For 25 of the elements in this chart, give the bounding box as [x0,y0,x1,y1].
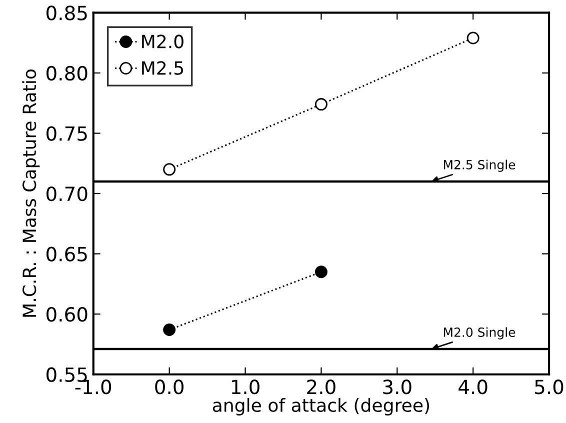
ref-line-label: M2.5 Single [444,160,516,172]
x-tick-label: -1.0 [75,380,112,394]
legend-label: M2.0 [142,34,184,48]
ref-line-label: M2.0 Single [444,327,516,340]
x-tick-label: 3.0 [383,380,412,394]
x-tick-label: 5.0 [535,380,564,394]
point [163,163,176,176]
y-tick-label: 0.80 [46,66,88,81]
y-tick-label: 0.85 [46,6,87,20]
x-tick-label: 2.0 [307,380,336,394]
x-tick-label: 0.0 [155,380,184,394]
point [163,324,176,336]
legend-label: M2.5 [142,61,184,75]
point [314,98,328,111]
y-tick-label: 0.65 [46,246,87,262]
y-axis-title: M.C.R. : Mass Capture Ratio [22,70,40,317]
y-tick-label: 0.70 [46,186,88,202]
y-tick-label: 0.55 [46,367,87,382]
y-tick-label: 0.60 [46,307,88,322]
y-tick-label: 0.75 [46,126,87,141]
x-axis-title: angle of attack (degree) [212,398,430,416]
point [466,32,480,44]
x-tick-label: 1.0 [232,380,260,394]
x-tick-label: 4.0 [458,380,488,394]
point [314,266,328,278]
